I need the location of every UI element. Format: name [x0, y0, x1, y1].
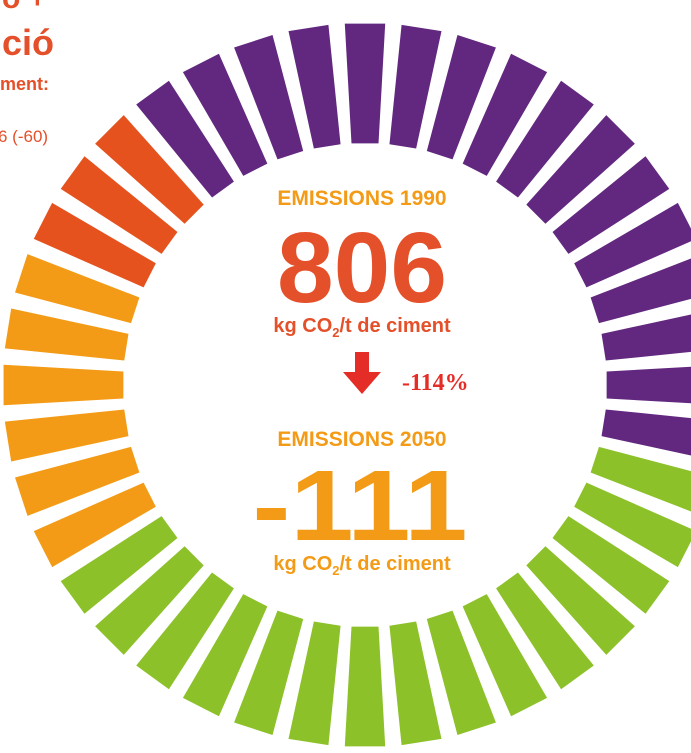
- ring-segment: [95, 115, 204, 224]
- ring-segment: [288, 621, 341, 746]
- value-2050: -111: [253, 450, 468, 562]
- ring-segment: [33, 202, 156, 288]
- ring-segment: [606, 366, 691, 404]
- unit-text: kg CO: [273, 553, 332, 575]
- side-text: ment:: [0, 74, 49, 94]
- change-label: -114%: [402, 370, 469, 396]
- ring-segment: [344, 23, 386, 144]
- ring-segment: [234, 35, 304, 160]
- ring-segment: [601, 314, 691, 361]
- unit-sub: 2: [332, 325, 339, 340]
- ring-segment: [389, 24, 442, 149]
- unit-text: /t de ciment: [340, 553, 451, 575]
- ring-segment: [552, 156, 670, 254]
- value-1990: 806: [277, 212, 447, 324]
- ring-segment: [389, 621, 442, 746]
- ring-segment: [182, 594, 268, 717]
- down-arrow: [343, 352, 381, 394]
- ring-segment: [526, 115, 635, 224]
- unit-text: kg CO: [273, 315, 332, 337]
- ring-segment: [601, 409, 691, 456]
- ring-segment: [95, 546, 204, 655]
- side-text: 6 (-60): [0, 127, 48, 146]
- unit-text: /t de ciment: [340, 315, 451, 337]
- ring-segment: [15, 254, 140, 324]
- ring-segment: [526, 546, 635, 655]
- unit-sub: 2: [332, 563, 339, 578]
- ring-segment: [462, 594, 548, 717]
- ring-segment: [4, 409, 129, 462]
- label-2050: EMISSIONS 2050: [277, 428, 446, 451]
- segment-ring: [3, 23, 691, 747]
- ring-segment: [552, 516, 670, 614]
- ring-segment: [590, 446, 691, 512]
- side-text: o +: [2, 0, 46, 15]
- ring-segment: [4, 308, 129, 361]
- ring-segment: [234, 610, 304, 735]
- ring-segment: [574, 202, 691, 288]
- ring-segment: [33, 482, 156, 568]
- unit-2050: kg CO2/t de ciment: [273, 553, 451, 578]
- ring-segment: [590, 258, 691, 324]
- ring-segment: [60, 156, 178, 254]
- ring-segment: [426, 610, 496, 735]
- ring-segment: [462, 53, 548, 176]
- ring-segment: [136, 572, 234, 690]
- ring-segment: [3, 364, 124, 406]
- side-title: ció: [2, 22, 54, 63]
- ring-segment: [574, 482, 691, 568]
- unit-1990: kg CO2/t de ciment: [273, 315, 451, 340]
- ring-segment: [426, 35, 496, 160]
- label-1990: EMISSIONS 1990: [277, 187, 446, 210]
- ring-segment: [344, 626, 386, 747]
- ring-segment: [136, 80, 234, 198]
- ring-segment: [60, 516, 178, 614]
- ring-segment: [15, 446, 140, 516]
- ring-segment: [182, 53, 268, 176]
- ring-segment: [288, 24, 341, 149]
- ring-segment: [496, 572, 594, 690]
- ring-segment: [496, 80, 594, 198]
